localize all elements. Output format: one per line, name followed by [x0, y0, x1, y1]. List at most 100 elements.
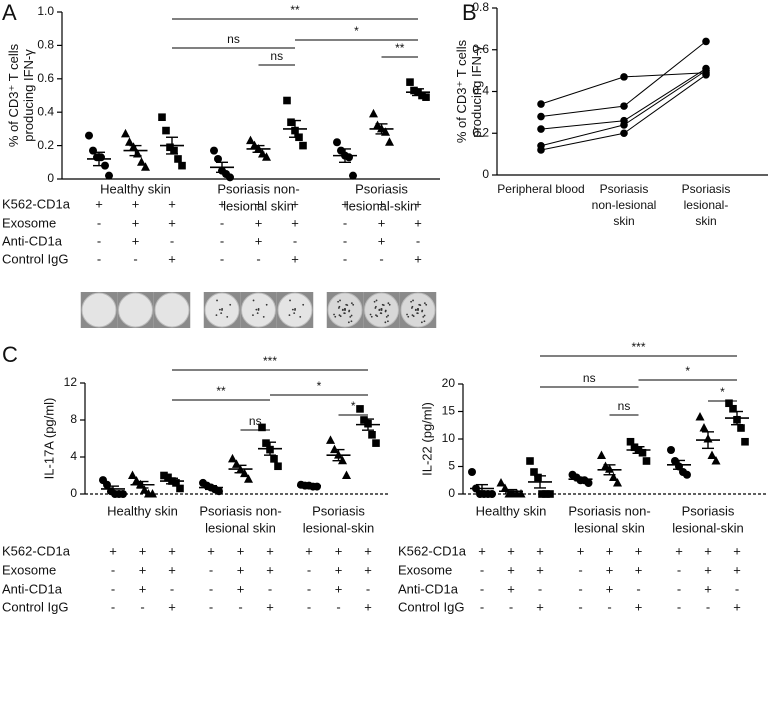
data-point — [287, 118, 295, 127]
data-point — [345, 153, 353, 162]
spot — [420, 321, 423, 324]
data-point — [164, 473, 172, 482]
condition-label: Anti-CD1a — [398, 581, 459, 596]
group-label: lesional-skin — [672, 520, 744, 535]
group-label: Psoriasis non- — [217, 181, 299, 196]
data-point — [373, 120, 382, 130]
condition-sign: - — [293, 233, 297, 248]
data-point — [538, 490, 546, 498]
data-point — [695, 412, 705, 421]
y-tick-label: 0.8 — [37, 38, 54, 52]
data-point — [178, 161, 186, 170]
significance-label: ns — [618, 399, 631, 413]
group-label: lesional skin — [574, 520, 645, 535]
condition-sign: - — [607, 599, 611, 614]
data-point — [330, 444, 339, 454]
spot — [348, 309, 351, 312]
data-point — [699, 423, 709, 432]
group-label: Healthy skin — [100, 181, 171, 196]
condition-sign: - — [343, 215, 347, 230]
condition-sign: + — [733, 543, 741, 558]
data-point — [534, 473, 542, 482]
spot — [347, 321, 350, 324]
data-point — [537, 125, 545, 133]
condition-sign: - — [111, 562, 115, 577]
spot — [291, 308, 294, 311]
y-tick-label: 10 — [442, 431, 456, 445]
condition-sign: - — [307, 599, 311, 614]
spot — [369, 313, 372, 316]
data-point — [372, 439, 380, 447]
condition-sign: + — [168, 543, 176, 558]
condition-sign: - — [343, 233, 347, 248]
condition-sign: - — [480, 562, 484, 577]
data-point — [620, 129, 628, 138]
condition-sign: + — [266, 599, 274, 614]
panel-letter: C — [2, 342, 18, 367]
data-point — [158, 113, 166, 122]
spot — [412, 299, 414, 302]
condition-sign: - — [343, 251, 347, 266]
data-point — [262, 439, 270, 447]
significance-label: ns — [227, 32, 240, 46]
spot — [339, 315, 342, 318]
condition-sign: + — [364, 562, 372, 577]
spot — [387, 314, 389, 317]
y-axis-label: IL-17A (pg/ml) — [41, 398, 56, 480]
data-point — [609, 472, 618, 481]
spot — [425, 303, 428, 306]
condition-sign: + — [364, 543, 372, 558]
data-point — [349, 171, 357, 180]
data-point — [707, 450, 717, 459]
condition-label: Control IgG — [2, 599, 68, 614]
data-point — [160, 471, 168, 480]
y-tick-label: 0 — [70, 486, 77, 500]
condition-sign: + — [606, 543, 614, 558]
data-point — [422, 93, 430, 101]
condition-label: Control IgG — [398, 599, 464, 614]
condition-sign: + — [237, 543, 245, 558]
y-tick-label: 0.6 — [37, 71, 54, 85]
condition-sign: + — [266, 562, 274, 577]
spot — [294, 308, 296, 310]
condition-sign: + — [704, 543, 712, 558]
spot — [299, 315, 302, 318]
data-point — [141, 162, 150, 171]
data-point — [620, 73, 628, 81]
data-point — [597, 450, 606, 459]
data-point — [537, 146, 545, 154]
spot — [388, 303, 391, 306]
condition-sign: + — [255, 233, 263, 248]
error-bar — [412, 88, 424, 97]
spot — [339, 299, 341, 302]
condition-sign: - — [97, 215, 101, 230]
data-point — [741, 437, 749, 446]
x-tick-label: Psoriasis — [600, 182, 649, 196]
spot — [289, 299, 291, 302]
condition-sign: - — [220, 215, 224, 230]
error-bar — [234, 464, 247, 474]
spot — [337, 300, 340, 303]
data-point — [119, 490, 127, 498]
data-point — [226, 173, 234, 182]
condition-sign: + — [635, 599, 643, 614]
data-point — [667, 446, 675, 454]
spot — [255, 308, 258, 311]
y-tick-label: 0.6 — [472, 42, 489, 56]
data-point — [105, 171, 113, 180]
condition-label: Control IgG — [2, 251, 68, 266]
spot — [215, 314, 218, 316]
condition-sign: + — [704, 562, 712, 577]
significance-label: * — [354, 24, 359, 38]
error-bar — [289, 119, 301, 138]
condition-sign: + — [255, 196, 263, 211]
condition-sign: - — [268, 581, 272, 596]
spot — [349, 315, 352, 318]
spot — [293, 312, 296, 315]
spot — [345, 303, 348, 306]
condition-sign: - — [97, 251, 101, 266]
condition-sign: + — [606, 562, 614, 577]
error-bar — [264, 441, 276, 456]
significance-label: ns — [270, 49, 283, 63]
